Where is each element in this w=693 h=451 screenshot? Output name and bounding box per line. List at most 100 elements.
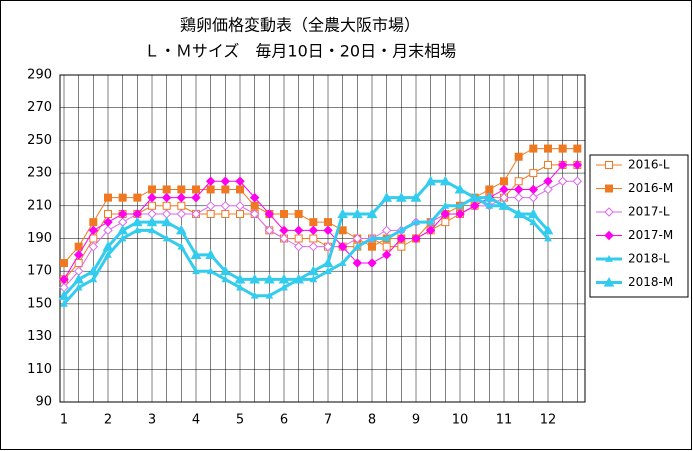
point: [323, 241, 333, 252]
point: [103, 217, 113, 227]
point: [469, 192, 481, 202]
point: [500, 177, 508, 186]
point: [234, 273, 246, 284]
point: [529, 169, 538, 178]
point: [73, 250, 84, 260]
y-tick-label: 230: [27, 166, 52, 181]
chart-subtitle: Ｌ・Ｍサイズ 毎月10日・20日・月末相場: [144, 42, 456, 61]
point: [572, 176, 583, 186]
x-tick-label: 10: [452, 413, 469, 428]
point: [395, 192, 407, 202]
legend-label: 2017-L: [628, 205, 670, 219]
point: [323, 225, 333, 236]
point: [440, 209, 451, 219]
legend-marker: [605, 161, 613, 169]
point: [58, 290, 70, 300]
point: [87, 265, 99, 276]
point: [176, 192, 187, 203]
point: [324, 267, 332, 275]
legend-label: 2018-L: [628, 252, 670, 266]
point: [543, 176, 553, 186]
point: [456, 201, 464, 209]
series-line: [62, 195, 550, 305]
point: [367, 258, 377, 268]
y-tick-label: 110: [27, 362, 52, 377]
y-tick-label: 290: [27, 68, 52, 83]
legend-box: [589, 154, 689, 298]
point: [381, 192, 393, 202]
point: [485, 185, 494, 194]
x-tick-label: 5: [236, 413, 244, 428]
point: [351, 208, 363, 219]
y-tick-label: 190: [27, 231, 52, 246]
point: [529, 218, 538, 226]
point: [206, 209, 215, 218]
point: [558, 144, 567, 153]
point: [527, 208, 539, 219]
x-tick-label: 2: [104, 413, 112, 428]
point: [368, 234, 376, 242]
point: [514, 177, 523, 186]
point: [543, 184, 553, 195]
legend-label: 2016-M: [628, 181, 673, 195]
x-tick-label: 7: [324, 413, 332, 428]
point: [191, 192, 201, 203]
point: [528, 184, 539, 195]
point: [89, 275, 98, 283]
point: [425, 175, 437, 186]
point: [499, 184, 509, 195]
point: [250, 201, 259, 210]
point: [352, 258, 363, 268]
point: [118, 193, 127, 202]
point: [514, 152, 523, 161]
point: [220, 176, 231, 186]
point: [148, 201, 156, 210]
point: [220, 201, 231, 211]
legend-label: 2018-M: [628, 275, 673, 289]
point: [529, 144, 538, 153]
point: [381, 250, 392, 260]
point: [235, 176, 245, 186]
point: [382, 234, 391, 242]
point: [176, 209, 187, 219]
point: [89, 218, 98, 227]
point: [353, 242, 362, 250]
point: [148, 226, 156, 234]
point: [146, 216, 158, 227]
point: [557, 176, 568, 186]
point: [454, 183, 466, 194]
point: [117, 209, 128, 219]
point: [162, 234, 171, 242]
point: [177, 201, 186, 210]
point: [338, 226, 347, 235]
point: [60, 259, 68, 268]
point: [542, 224, 554, 235]
point: [352, 233, 363, 244]
point: [104, 209, 112, 218]
point: [293, 241, 304, 252]
point: [411, 233, 421, 244]
point: [366, 208, 378, 219]
legend-label: 2016-L: [628, 158, 670, 172]
point: [513, 192, 524, 203]
point: [219, 265, 231, 276]
point: [192, 267, 200, 275]
point: [249, 209, 260, 219]
point: [309, 234, 318, 243]
point: [572, 160, 583, 170]
point: [148, 185, 156, 194]
point: [513, 208, 525, 219]
point: [73, 273, 85, 284]
point: [118, 234, 127, 242]
point: [544, 160, 552, 169]
point: [102, 241, 114, 251]
point: [206, 185, 215, 194]
series-line: [62, 179, 550, 297]
point: [133, 226, 142, 234]
point: [337, 241, 348, 252]
point: [441, 201, 450, 209]
point: [265, 291, 274, 299]
point: [249, 192, 260, 203]
point: [177, 185, 186, 194]
